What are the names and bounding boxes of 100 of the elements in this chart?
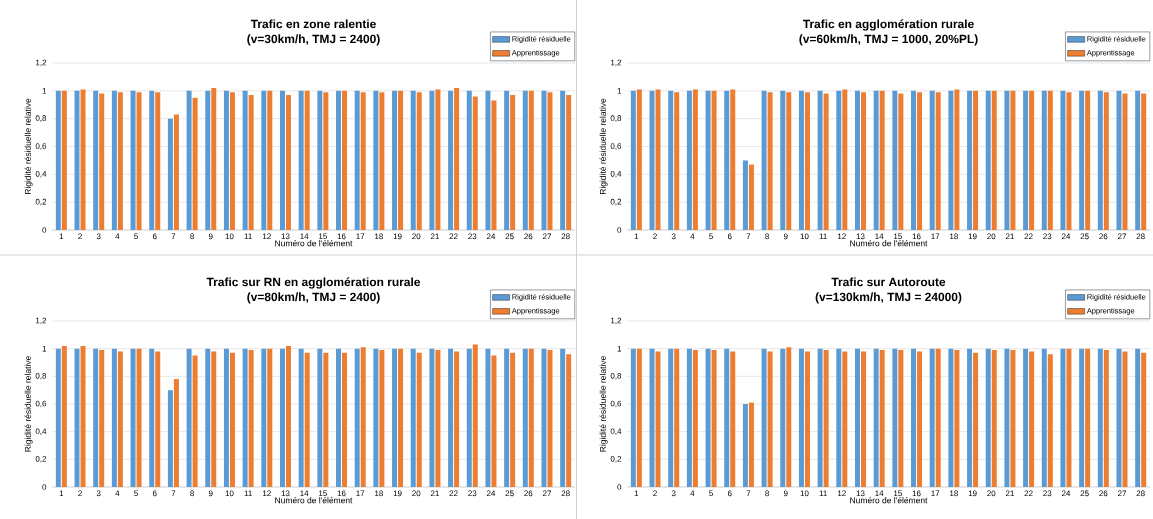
bar [1135,90,1141,230]
bar [454,88,460,230]
bar [491,100,497,230]
bar [342,90,348,230]
bar [1097,90,1103,230]
bar [1085,90,1091,230]
bar [1041,348,1047,487]
bar [1010,90,1016,230]
bar [948,90,954,230]
bar [354,90,360,230]
bar [686,90,692,230]
y-axis-title: Rigidité résiduelle relative [24,98,33,195]
bar [1066,92,1072,230]
bar [74,90,80,230]
bar [504,348,510,487]
bar [1122,351,1128,487]
bar [229,352,235,487]
bar [761,90,767,230]
chart-title: Trafic sur Autoroute [831,277,946,287]
bar [798,90,804,230]
bar [410,348,416,487]
bar [630,90,636,230]
bar [155,351,161,487]
bar [205,348,211,487]
bar [304,90,310,230]
bar [1141,352,1147,487]
bar [817,348,823,487]
bar [711,90,717,230]
bar [354,348,360,487]
bar [429,348,435,487]
y-axis-title: Rigidité résiduelle relative [599,356,608,452]
x-axis-title: Numéro de l'élément [850,497,928,504]
bar [724,90,730,230]
bar [566,95,572,230]
bar [692,350,698,487]
bar [99,93,105,230]
bar [80,345,86,487]
bar [211,88,217,230]
bar [804,92,810,230]
bar [1010,350,1016,487]
bar [435,350,441,487]
bar [1047,90,1053,230]
bar [111,348,117,487]
y-axis-title: Rigidité résiduelle relative [599,98,608,195]
chart-title: Trafic en zone ralentie [250,19,376,29]
bar [1004,348,1010,487]
bar [935,348,941,487]
bar [155,92,161,230]
bar [985,348,991,487]
bar [917,92,923,230]
bar [973,352,979,487]
bar [279,348,285,487]
bar [149,90,155,230]
bar [466,90,472,230]
bar [267,90,273,230]
bar [836,90,842,230]
bar [911,348,917,487]
bar [336,90,342,230]
bar [267,348,273,487]
bar [522,348,528,487]
chart-subtitle: (v=80km/h, TMJ = 2400) [247,292,380,304]
bar [630,348,636,487]
bar [149,348,155,487]
bar [873,90,879,230]
bar [1047,354,1053,487]
bar [786,92,792,230]
bar [136,348,142,487]
bar [398,90,404,230]
bar [61,345,67,487]
chart-title: Trafic sur RN en agglomération rurale [206,277,421,289]
bar [929,90,935,230]
bar [804,351,810,487]
bar [798,348,804,487]
bar [61,90,67,230]
bar [898,350,904,487]
bar [967,90,973,230]
bar [285,345,291,487]
bar [929,348,935,487]
bar [360,347,366,487]
bar [373,90,379,230]
bar [860,351,866,487]
bar [748,164,754,230]
bar [485,90,491,230]
bar [1079,348,1085,487]
bar [1041,90,1047,230]
bar [1103,350,1109,487]
bar [560,348,566,487]
bar [991,350,997,487]
bar [711,350,717,487]
bar [873,348,879,487]
bar [379,92,385,230]
bar [954,89,960,230]
bar [547,92,553,230]
bar [323,92,329,230]
bar [668,90,674,230]
bar [223,90,229,230]
bar [742,404,748,487]
bar [242,90,248,230]
bar [1023,348,1029,487]
bar [985,90,991,230]
